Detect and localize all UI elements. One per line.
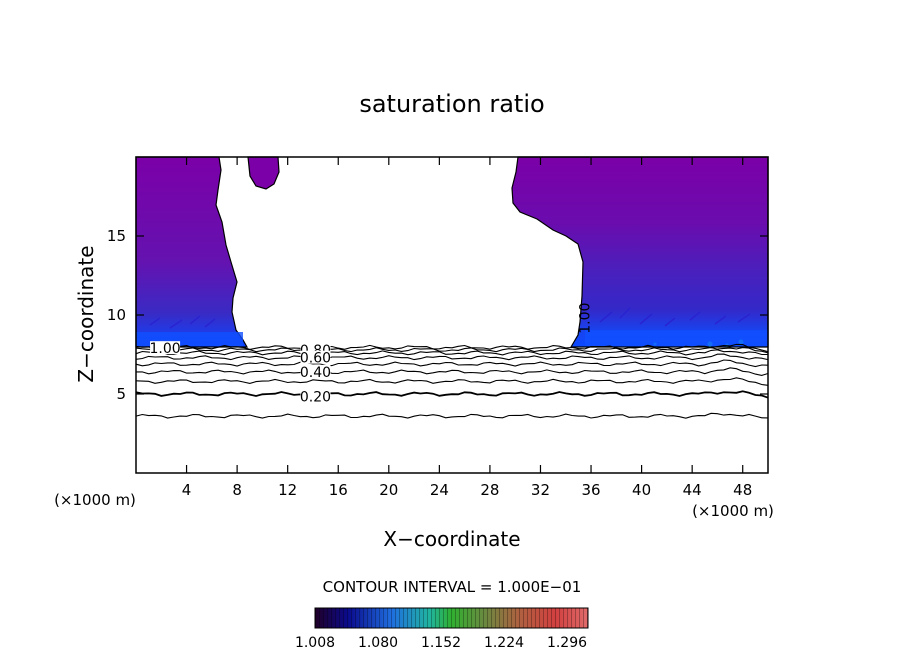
contour-interval-text: CONTOUR INTERVAL = 1.000E−01 (323, 578, 582, 596)
supersaturation-fill (135, 156, 769, 348)
x-tick-label: 24 (430, 481, 449, 499)
y-axis: 5 10 15 (107, 227, 768, 403)
x-tick-label: 8 (232, 481, 242, 499)
contour-line (135, 412, 769, 419)
contour-line (136, 367, 769, 376)
x-tick-label: 44 (683, 481, 702, 499)
x-tick-label: 20 (379, 481, 398, 499)
x-tick-label: 32 (531, 481, 550, 499)
contour-label-bg (300, 364, 331, 378)
x-tick-label: 40 (632, 481, 651, 499)
contour-line (135, 343, 769, 353)
x-axis-label: X−coordinate (383, 527, 520, 551)
colorbar-tick-label: 1.080 (358, 635, 398, 651)
streaks (149, 307, 751, 329)
fill-region-left (135, 156, 249, 348)
y-tick-label: 10 (107, 306, 126, 324)
edge-band (136, 330, 768, 346)
contour-label-bg (300, 350, 331, 364)
x-tick-label: 16 (329, 481, 348, 499)
contour-line (135, 353, 769, 361)
contour-label-bg (300, 389, 331, 403)
x-tick-label: 36 (581, 481, 600, 499)
contour-label: 1.00 (578, 303, 594, 334)
contour-label: 0.40 (300, 365, 331, 381)
contour-label: 1.00 (149, 341, 180, 357)
x-unit-left: (×1000 m) (54, 491, 136, 509)
colorbar-ticks (315, 608, 588, 628)
contour-line (135, 377, 769, 386)
colorbar-tick-label: 1.224 (484, 635, 524, 651)
fill-region-blob (247, 156, 280, 190)
contour-lines (135, 343, 769, 419)
x-axis: 4 8 12 16 20 24 28 32 36 40 44 48 (182, 157, 752, 499)
x-tick-label: 48 (733, 481, 752, 499)
x-tick-label: 12 (278, 481, 297, 499)
fill-region-right (511, 156, 769, 348)
y-tick-label: 5 (116, 385, 126, 403)
contour-labels: 0.800.600.400.201.001.00 (149, 303, 593, 406)
colorbar-tick-label: 1.296 (547, 635, 587, 651)
y-tick-label: 15 (107, 227, 126, 245)
colorbar-tick-label: 1.152 (421, 635, 461, 651)
x-unit-right: (×1000 m) (692, 502, 774, 520)
contour-label: 0.60 (300, 351, 331, 367)
x-tick-label: 28 (480, 481, 499, 499)
y-axis-label: Z−coordinate (74, 245, 98, 382)
chart-title: saturation ratio (359, 90, 544, 118)
colorbar-tick-label: 1.008 (295, 635, 335, 651)
colorbar-labels: 1.008 1.080 1.152 1.224 1.296 (295, 635, 587, 651)
x-tick-label: 4 (182, 481, 192, 499)
contour-line (135, 390, 769, 399)
contour-label-bg (150, 341, 181, 355)
contour-line (135, 359, 769, 368)
contour-line (135, 349, 768, 356)
contour-label: 0.20 (300, 389, 331, 405)
colorbar (314, 607, 589, 629)
contour-line (135, 347, 769, 354)
